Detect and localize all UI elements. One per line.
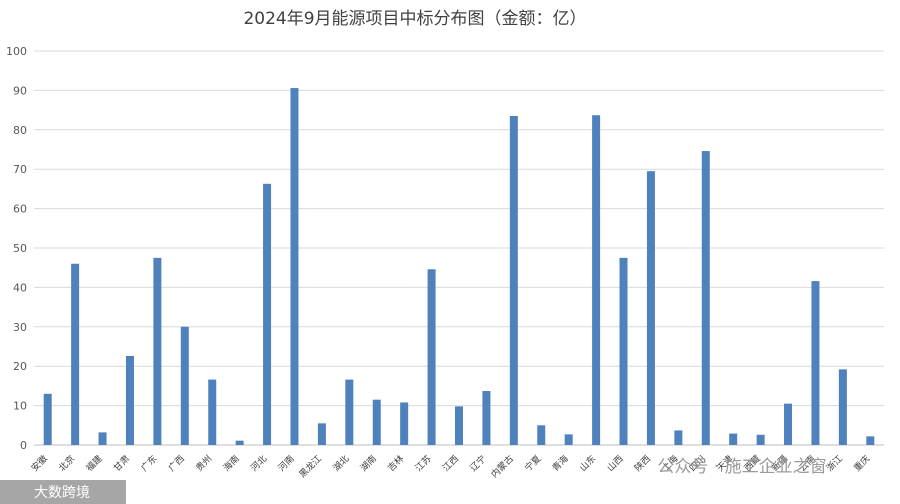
- x-tick-label: 青海: [550, 453, 571, 474]
- x-tick-label: 吉林: [385, 453, 406, 474]
- x-tick-label: 江西: [441, 453, 462, 474]
- y-tick-label: 20: [13, 360, 27, 373]
- x-tick-label: 贵州: [193, 453, 214, 474]
- bar: [263, 183, 272, 445]
- bar: [208, 379, 217, 445]
- bar: [674, 430, 683, 445]
- corner-watermark-text: 大数跨境: [34, 485, 90, 501]
- bar: [482, 391, 491, 445]
- bar: [71, 263, 80, 445]
- grid-layer: [34, 50, 884, 446]
- x-tick-label: 重庆: [851, 453, 872, 474]
- x-tick-label: 辽宁: [467, 453, 488, 474]
- bar: [317, 423, 326, 445]
- y-tick-label: 0: [20, 439, 27, 452]
- corner-watermark: 大数跨境: [0, 480, 126, 504]
- bar: [784, 403, 793, 445]
- bar: [646, 171, 655, 446]
- y-tick-label: 70: [13, 163, 27, 176]
- bar: [372, 399, 381, 445]
- x-tick-label: 福建: [83, 453, 104, 474]
- y-axis: 0 10 20 30 40 50 60 70 80 90 100: [6, 45, 27, 452]
- bar: [866, 436, 875, 445]
- bar: [756, 434, 765, 445]
- bar: [701, 151, 710, 446]
- x-tick-label: 河南: [275, 453, 296, 474]
- bar: [427, 269, 436, 445]
- x-tick-label: 山东: [577, 453, 598, 474]
- wechat-watermark-text: 公众号 · 施工企业之窗: [657, 457, 826, 477]
- bar: [345, 379, 354, 445]
- x-tick-label: 湖南: [358, 453, 379, 474]
- x-tick-label: 宁夏: [522, 453, 543, 474]
- bar: [509, 116, 518, 445]
- x-tick-label: 山西: [605, 453, 626, 474]
- x-tick-label: 北京: [56, 453, 77, 474]
- bar: [235, 440, 244, 445]
- y-tick-label: 60: [13, 203, 27, 216]
- x-tick-label: 湖北: [331, 453, 352, 474]
- bar: [729, 433, 738, 445]
- bar: [290, 88, 299, 445]
- y-tick-label: 40: [13, 281, 27, 294]
- bar: [125, 355, 134, 445]
- bar: [153, 257, 162, 445]
- bar: [838, 369, 847, 445]
- y-tick-label: 50: [13, 242, 27, 255]
- x-tick-label: 陕西: [632, 453, 653, 474]
- bar: [564, 434, 573, 445]
- bar: [180, 326, 189, 445]
- x-tick-label: 黑龙江: [296, 453, 324, 481]
- y-tick-label: 90: [13, 84, 27, 97]
- y-tick-label: 30: [13, 321, 27, 334]
- bar: [98, 432, 107, 445]
- x-tick-label: 广东: [138, 453, 159, 474]
- wechat-watermark: 公众号 · 施工企业之窗: [657, 457, 826, 477]
- x-tick-label: 海南: [221, 453, 242, 474]
- bar: [400, 402, 409, 445]
- bar: [455, 406, 463, 445]
- bars: [43, 88, 875, 446]
- bar: [537, 425, 546, 445]
- bar: [811, 281, 820, 445]
- y-tick-label: 80: [13, 124, 27, 137]
- x-tick-label: 内蒙古: [488, 453, 516, 481]
- y-tick-label: 10: [13, 400, 27, 413]
- corner-watermark-bg: [0, 480, 126, 504]
- bar: [619, 257, 628, 445]
- x-tick-label: 浙江: [824, 453, 845, 474]
- bar: [592, 115, 601, 446]
- x-tick-label: 河北: [248, 453, 269, 474]
- x-tick-label: 广西: [166, 453, 187, 474]
- x-tick-label: 江苏: [412, 453, 433, 474]
- bar: [43, 393, 52, 445]
- x-tick-label: 甘肃: [111, 453, 132, 474]
- y-tick-label: 100: [6, 45, 27, 58]
- x-tick-label: 安徽: [29, 453, 50, 474]
- chart-title: 2024年9月能源项目中标分布图（金额：亿）: [243, 9, 586, 29]
